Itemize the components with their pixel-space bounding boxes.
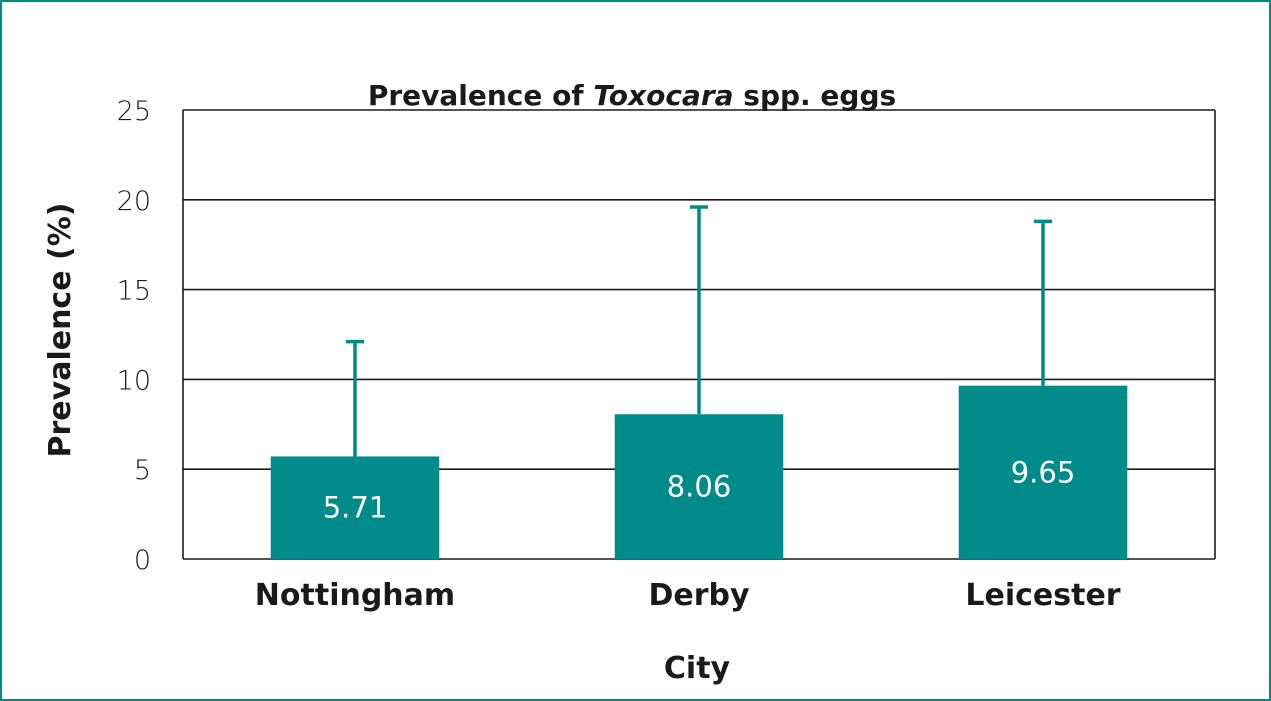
chart-title-part-1: Toxocara <box>593 79 733 112</box>
y-tick-label: 20 <box>117 186 151 217</box>
data-label-nottingham: 5.71 <box>323 491 388 525</box>
y-tick-label: 10 <box>117 365 151 396</box>
chart-title-part-2: spp. eggs <box>734 79 897 112</box>
y-tick-label: 15 <box>117 276 151 307</box>
x-axis-title: City <box>664 651 731 686</box>
category-label-nottingham: Nottingham <box>255 578 455 613</box>
bar-nottingham <box>270 456 440 559</box>
y-tick-label: 0 <box>134 545 151 576</box>
category-label-leicester: Leicester <box>965 578 1120 613</box>
data-label-leicester: 9.65 <box>1011 455 1076 489</box>
x-tick-labels: Nottingham Derby Leicester <box>255 578 1121 613</box>
chart-title-part-0: Prevalence of <box>368 79 594 112</box>
bars <box>270 385 1128 559</box>
y-tick-label: 5 <box>134 455 151 486</box>
y-tick-label: 25 <box>117 96 151 127</box>
error-bars <box>346 205 1052 457</box>
bar-leicester <box>958 385 1128 559</box>
data-label-derby: 8.06 <box>667 470 732 504</box>
y-axis-title: Prevalence (%) <box>43 203 78 458</box>
chart-title: Prevalence of Toxocara spp. eggs <box>368 79 896 112</box>
y-tick-labels: 0 5 10 15 20 25 <box>117 96 151 576</box>
data-labels: 5.71 8.06 9.65 <box>323 455 1076 524</box>
category-label-derby: Derby <box>648 578 750 613</box>
bar-derby <box>614 414 784 559</box>
